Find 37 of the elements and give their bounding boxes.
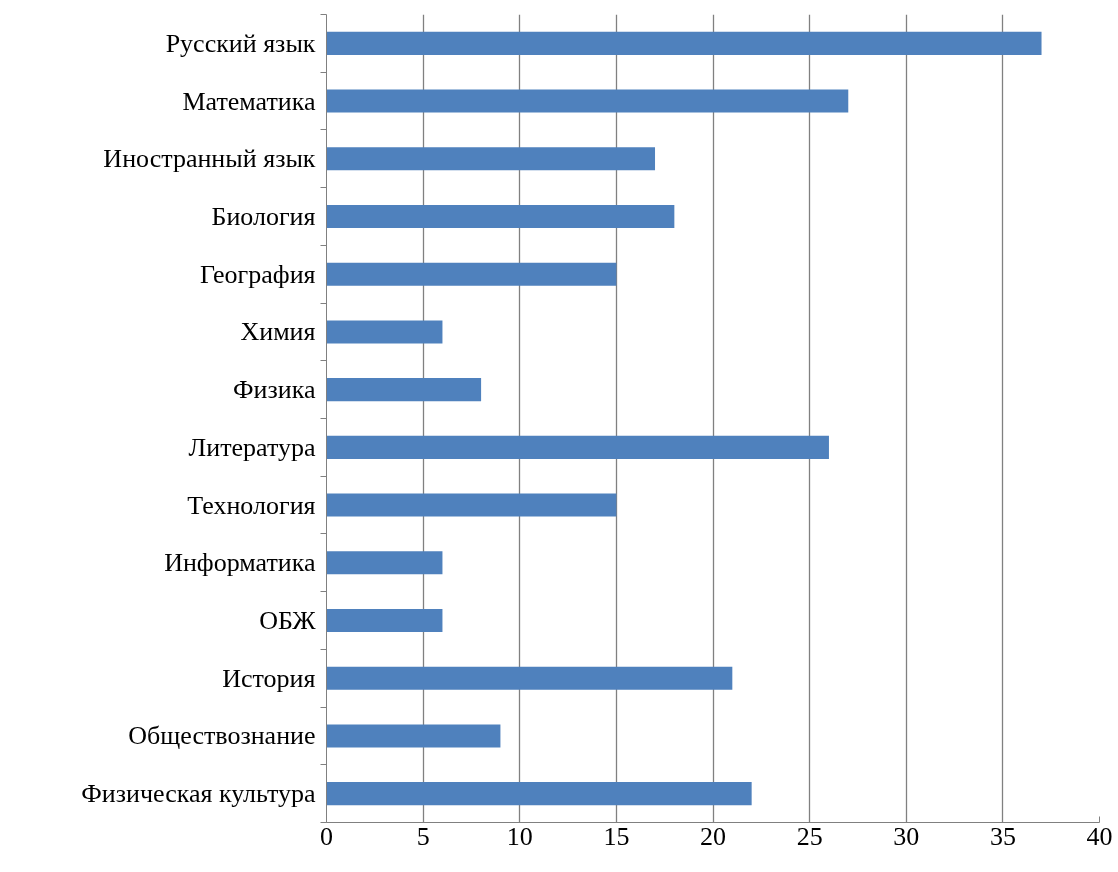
bar	[326, 147, 656, 171]
x-tick-label: 10	[506, 821, 533, 851]
bar	[326, 493, 617, 517]
bar	[326, 31, 1042, 55]
bar	[326, 435, 829, 459]
bar	[326, 262, 617, 286]
x-tick-label: 35	[989, 821, 1016, 851]
y-tick-label: Математика	[182, 86, 316, 116]
bar	[326, 782, 752, 806]
y-tick-label: Обществознание	[128, 721, 316, 751]
bar	[326, 320, 443, 344]
y-tick-label: Биология	[211, 202, 316, 231]
x-tick-label: 30	[893, 821, 920, 851]
bar	[326, 89, 849, 113]
y-tick-label: Физическая культура	[81, 779, 316, 809]
x-tick-label: 15	[603, 821, 630, 851]
y-tick-label: Русский язык	[165, 28, 316, 58]
bar	[326, 666, 733, 690]
x-tick-label: 40	[1086, 821, 1113, 851]
y-tick-label: ОБЖ	[259, 606, 317, 635]
y-tick-label: Физика	[233, 375, 316, 405]
bar	[326, 724, 501, 748]
y-tick-label: География	[199, 259, 316, 289]
y-tick-label: Иностранный язык	[103, 144, 316, 174]
bar	[326, 378, 482, 402]
bar	[326, 608, 443, 633]
x-tick-label: 0	[320, 821, 333, 851]
y-tick-label: История	[222, 663, 316, 693]
x-tick-label: 25	[796, 821, 823, 851]
x-tick-label: 5	[416, 821, 430, 851]
y-tick-label: Информатика	[164, 548, 316, 578]
y-tick-label: Литература	[188, 432, 316, 462]
x-tick-label: 20	[700, 821, 726, 851]
bar	[326, 204, 675, 229]
y-tick-label: Химия	[240, 317, 316, 347]
bar	[326, 551, 443, 575]
y-tick-label: Технология	[187, 490, 316, 520]
